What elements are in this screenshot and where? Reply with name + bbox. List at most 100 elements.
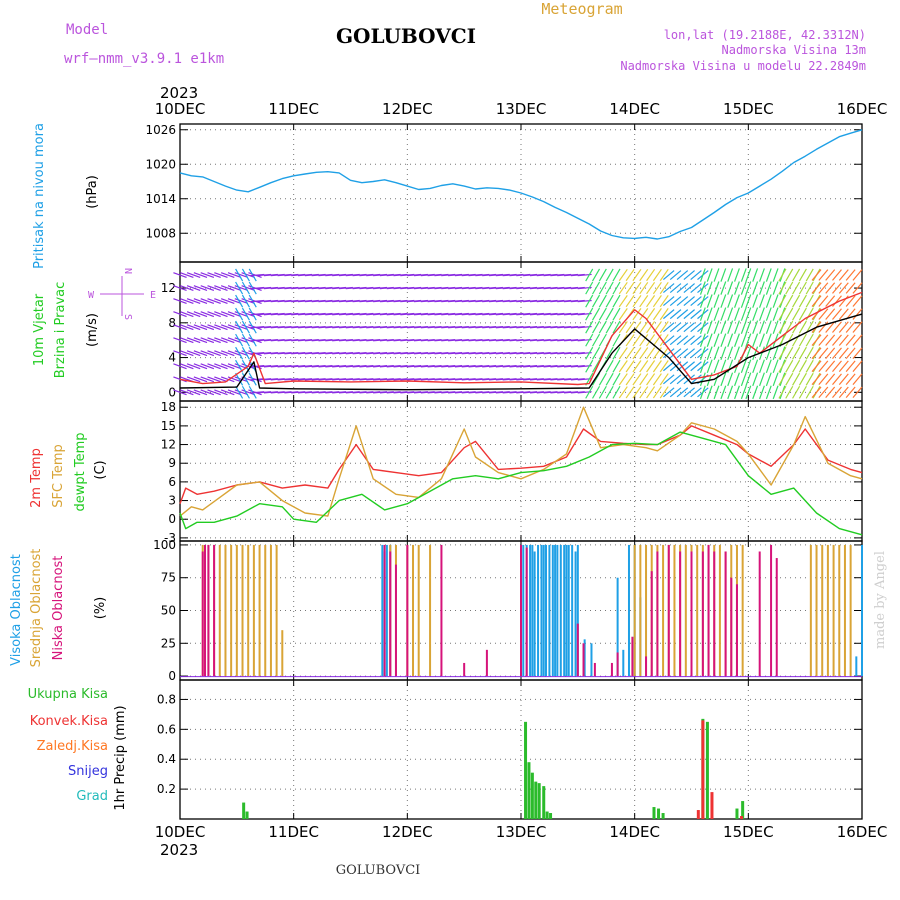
wind-arrow — [220, 311, 235, 318]
wind-arrow — [173, 324, 187, 331]
wind-arrow — [220, 363, 235, 370]
cloud-bar — [775, 558, 778, 677]
precip-bar — [705, 721, 709, 819]
wind-arrow — [235, 320, 244, 334]
wind-arrow — [699, 307, 706, 321]
wind-arrow — [838, 347, 849, 359]
wind-arrow — [772, 307, 779, 321]
wind-arrow — [792, 372, 801, 386]
wind-arrow — [612, 359, 621, 373]
cloud-bar — [826, 544, 829, 677]
wind-arrow — [759, 359, 765, 374]
wind-arrow — [227, 311, 242, 318]
temp-ylabel-2m: 2m Temp — [29, 448, 44, 508]
wind-arrow — [214, 389, 228, 396]
wind-arrow — [646, 334, 656, 347]
wind-arrow — [234, 337, 249, 344]
wind-arrow — [173, 272, 187, 278]
wind-arrow — [585, 281, 594, 295]
wind-arrow — [180, 337, 194, 344]
wind-arrow — [592, 320, 601, 334]
wind-arrow — [585, 320, 594, 334]
legend-total-rain: Ukupna Kisa — [28, 687, 108, 702]
temperature-ytick-label: 15 — [161, 419, 176, 433]
wind-arrow — [618, 373, 628, 386]
wind-arrow — [792, 294, 801, 308]
cloud-bar — [235, 544, 238, 677]
wind-arrow — [772, 294, 779, 308]
model-label: Model — [66, 22, 108, 38]
wind-arrow — [852, 334, 863, 346]
wind-arrow — [752, 372, 759, 387]
wind-arrow — [585, 346, 594, 360]
cloud-bar — [520, 544, 522, 677]
wind-arrow — [234, 272, 249, 278]
wind-arrow — [727, 333, 734, 347]
cloud-bar — [207, 544, 210, 677]
wind-arrow — [811, 347, 822, 359]
wind-arrow — [173, 350, 187, 357]
wind-arrow — [734, 372, 740, 387]
cloud-bar — [230, 544, 233, 677]
wind-arrow — [706, 385, 713, 400]
wind-arrow — [214, 350, 228, 357]
cloud-bar — [724, 551, 727, 677]
wind-arrow — [180, 350, 194, 357]
wind-arrow — [625, 295, 635, 308]
wind-arrow — [765, 320, 772, 334]
wind-arrow — [598, 281, 607, 295]
wind-arrow — [745, 281, 752, 295]
wind-arrow — [727, 320, 734, 334]
cloud-bar — [567, 544, 570, 677]
pressure-ytick-label: 1014 — [145, 192, 176, 206]
wind-arrow — [818, 373, 829, 386]
pressure-series-line-0 — [179, 129, 863, 240]
x-tick-label-top: 10DEC — [155, 100, 206, 118]
cloud-bar — [631, 636, 634, 677]
wind-arrow — [740, 359, 747, 374]
wind-arrow — [605, 385, 614, 399]
wind-arrow — [227, 376, 242, 383]
wind-arrow — [241, 281, 250, 295]
legend-freezing-rain: Zaledj.Kisa — [37, 739, 108, 754]
compass-e: E — [150, 290, 156, 301]
wind-arrow — [227, 285, 242, 292]
wind-arrow — [676, 387, 689, 398]
wind-arrow — [778, 359, 787, 373]
wind-arrow — [825, 386, 836, 399]
wind-arrow — [186, 389, 201, 396]
cloud-bar — [204, 544, 207, 677]
cloud-bar — [576, 544, 579, 677]
wind-arrow — [605, 320, 614, 334]
wind-arrow — [805, 385, 814, 399]
wind-arrow — [632, 373, 642, 386]
wind-arrow — [772, 385, 779, 400]
wind-arrow — [639, 373, 649, 386]
wind-arrow — [713, 320, 720, 334]
wind-arrow — [193, 337, 208, 344]
wind-arrow — [214, 285, 228, 292]
cloud-bar — [440, 544, 443, 677]
wind-arrow — [186, 272, 201, 278]
wind-arrow — [734, 320, 740, 334]
wind-arrow — [734, 294, 740, 308]
wind-arrow — [180, 324, 194, 331]
wind-arrow — [180, 389, 194, 396]
wind-arrow — [745, 385, 752, 400]
wind-arrow — [241, 272, 255, 278]
wind-arrow — [605, 372, 614, 386]
cloud-bar — [394, 564, 397, 677]
x-tick-label-bottom: 12DEC — [382, 823, 433, 841]
wind-arrow — [798, 385, 807, 399]
cloud-ylabel-low: Niska Oblacnost — [51, 556, 66, 661]
wind-arrow — [652, 281, 662, 295]
wind-arrow — [745, 333, 752, 347]
wind-arrow — [785, 320, 794, 334]
cloud-bar — [741, 544, 744, 677]
cloud-unit: (%) — [93, 597, 108, 620]
wind-arrow — [676, 309, 689, 320]
wind-arrow — [745, 346, 752, 361]
wind-arrow — [669, 283, 682, 294]
cloud-ylabel-high: Visoka Oblacnost — [9, 554, 24, 666]
wind-arrow — [818, 269, 829, 281]
